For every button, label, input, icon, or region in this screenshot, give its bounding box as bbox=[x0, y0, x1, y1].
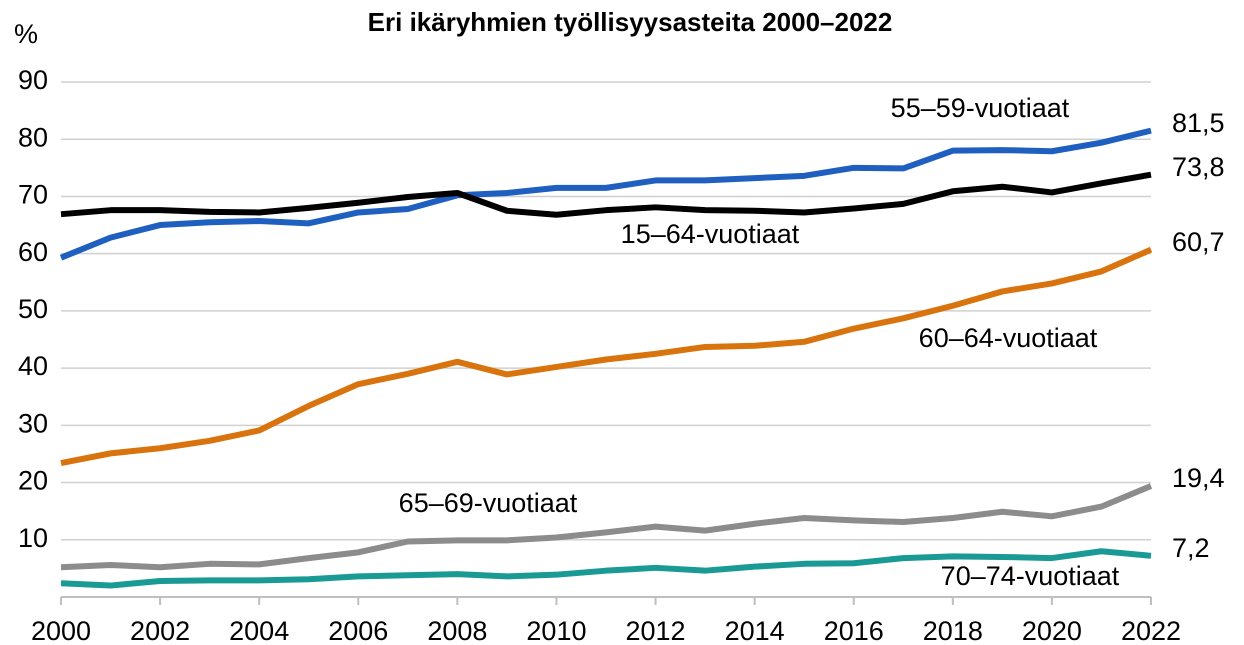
value-label: 73,8 bbox=[1172, 152, 1225, 182]
y-tick-label: 30 bbox=[18, 408, 48, 438]
series-line bbox=[60, 548, 1152, 589]
series-line bbox=[60, 246, 1153, 467]
chart-title: Eri ikäryhmien työllisyysasteita 2000–20… bbox=[368, 7, 893, 37]
value-label: 7,2 bbox=[1172, 533, 1210, 563]
series-label: 15–64-vuotiaat bbox=[621, 219, 800, 249]
x-tick-label: 2008 bbox=[427, 616, 487, 645]
series-label: 65–69-vuotiaat bbox=[399, 488, 578, 518]
x-tick-label: 2000 bbox=[31, 616, 91, 645]
series-line bbox=[59, 127, 1152, 261]
x-tick-label: 2014 bbox=[725, 616, 785, 645]
series-label: 55–59-vuotiaat bbox=[891, 93, 1070, 123]
y-tick-label: 90 bbox=[18, 65, 48, 95]
y-tick-label: 10 bbox=[18, 523, 48, 553]
x-tick-label: 2002 bbox=[130, 616, 190, 645]
x-tick-label: 2004 bbox=[229, 616, 289, 645]
y-tick-label: 70 bbox=[18, 180, 48, 210]
series-label: 60–64-vuotiaat bbox=[919, 323, 1098, 353]
y-tick-label: 40 bbox=[18, 351, 48, 381]
value-label: 19,4 bbox=[1172, 463, 1225, 493]
x-tick-label: 2010 bbox=[526, 616, 586, 645]
y-tick-label: 20 bbox=[18, 466, 48, 496]
series-label: 70–74-vuotiaat bbox=[941, 561, 1120, 591]
value-label: 81,5 bbox=[1172, 108, 1225, 138]
y-axis-label: % bbox=[14, 19, 38, 49]
x-tick-label: 2012 bbox=[626, 616, 686, 645]
value-label: 60,7 bbox=[1172, 227, 1225, 257]
x-tick-label: 2006 bbox=[328, 616, 388, 645]
y-tick-label: 80 bbox=[18, 122, 48, 152]
series-line bbox=[60, 483, 1153, 571]
series-line bbox=[60, 171, 1152, 218]
x-tick-label: 2016 bbox=[824, 616, 884, 645]
x-tick-label: 2022 bbox=[1121, 616, 1181, 645]
x-tick-label: 2018 bbox=[923, 616, 983, 645]
y-tick-label: 60 bbox=[18, 237, 48, 267]
y-tick-label: 50 bbox=[18, 294, 48, 324]
x-tick-label: 2020 bbox=[1022, 616, 1082, 645]
